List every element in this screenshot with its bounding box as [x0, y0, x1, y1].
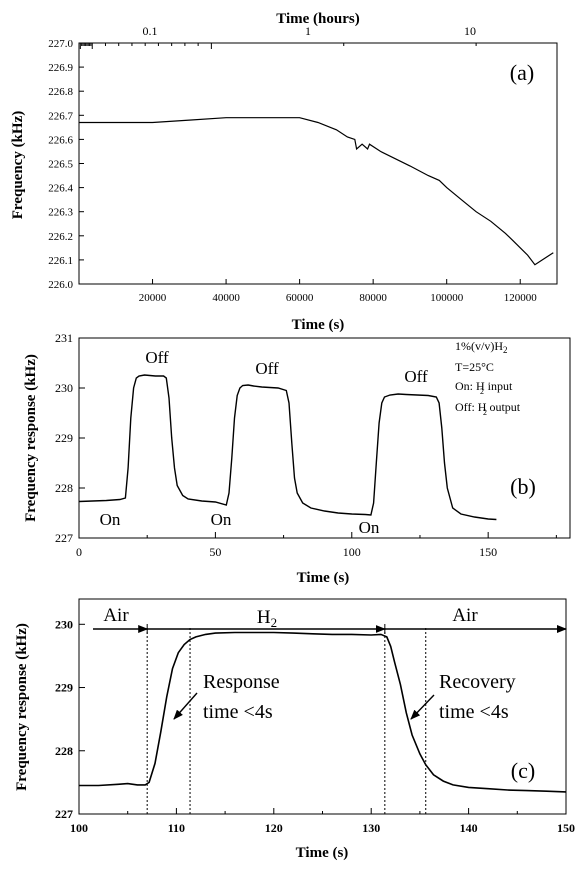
- x-axis-label-c: Time (s): [296, 845, 349, 861]
- x-tick-label-c: 130: [362, 821, 380, 835]
- y-tick-label-a: 226.8: [48, 86, 73, 98]
- x-tick-label-a: 120000: [504, 292, 538, 304]
- y-tick-label-a: 226.1: [48, 255, 73, 267]
- panel-label-a: (a): [510, 60, 534, 85]
- region-label-h2: H: [257, 607, 271, 628]
- svg-text:On: H input: On: H input: [455, 379, 513, 393]
- on-label-3: On: [359, 518, 380, 537]
- y-tick-label-c: 227: [55, 807, 73, 821]
- top-tick-label-10: 10: [464, 24, 476, 38]
- y-tick-label-a: 226.4: [48, 183, 73, 195]
- top-axis-label-a: Time (hours): [276, 11, 359, 27]
- data-line-a: [79, 117, 554, 266]
- x-tick-label-c: 120: [265, 821, 283, 835]
- panel-a: Time (hours) 0.1 1 10 Time (s) Frequency…: [10, 11, 558, 333]
- response-annotation-line-1: Response: [203, 671, 280, 693]
- x-tick-label-a: 20000: [139, 292, 167, 304]
- plot-frame-b: [78, 337, 571, 539]
- x-tick-label-a: 40000: [212, 292, 240, 304]
- off-label-2: Off: [255, 359, 279, 378]
- panel-label-c: (c): [511, 758, 535, 783]
- legend-line-1: 1%(v/v)H: [455, 339, 503, 353]
- y-tick-label-b: 229: [55, 431, 73, 445]
- panel-c: Time (s) Frequency response (kHz) (c) 10…: [14, 598, 575, 861]
- legend-line-2: T=25°C: [455, 360, 494, 374]
- y-tick-label-a: 227.0: [48, 38, 73, 50]
- x-tick-label-b: 100: [343, 545, 361, 559]
- legend-line-3: On: H input: [455, 379, 513, 393]
- y-tick-label-b: 228: [55, 481, 73, 495]
- on-label-1: On: [100, 510, 121, 529]
- legend-sub-off: 2: [483, 408, 487, 417]
- recovery-annotation-line-2: time <4s: [439, 701, 509, 723]
- legend-sub-on: 2: [480, 387, 484, 396]
- region-label-air-2: Air: [452, 605, 478, 626]
- y-tick-label-c: 230: [55, 617, 73, 631]
- svg-text:1%(v/v)H2: 1%(v/v)H2: [455, 339, 508, 355]
- plot-frame-a: [78, 42, 558, 285]
- top-tick-label-1: 1: [305, 24, 311, 38]
- region-h2-subscript: 2: [271, 615, 278, 630]
- y-tick-label-a: 226.0: [48, 279, 73, 291]
- y-tick-label-a: 226.2: [48, 231, 73, 243]
- panel-label-b: (b): [510, 474, 536, 499]
- x-tick-label-c: 110: [168, 821, 185, 835]
- svg-text:Off: H output: Off: H output: [455, 400, 521, 414]
- x-axis-label-a: Time (s): [292, 317, 345, 333]
- off-label-3: Off: [404, 367, 428, 386]
- legend-h2-subscript: 2: [503, 345, 508, 355]
- y-tick-label-b: 230: [55, 381, 73, 395]
- top-tick-label-0.1: 0.1: [143, 24, 158, 38]
- condition-legend: 1%(v/v)H2 T=25°C On: H input Off: H outp…: [455, 339, 521, 417]
- x-tick-label-c: 140: [460, 821, 478, 835]
- recovery-annotation-line-1: Recovery: [439, 671, 516, 693]
- y-axis-label-c: Frequency response (kHz): [14, 623, 30, 791]
- y-tick-label-a: 226.5: [48, 159, 73, 171]
- y-tick-label-c: 229: [55, 681, 73, 695]
- x-tick-label-b: 150: [479, 545, 497, 559]
- response-annotation-line-2: time <4s: [203, 701, 273, 723]
- y-tick-label-a: 226.3: [48, 207, 73, 219]
- region-markers-c: [146, 628, 567, 814]
- y-tick-label-a: 226.7: [48, 110, 73, 122]
- svg-text:H2: H2: [257, 607, 277, 630]
- data-line-c: [79, 631, 567, 793]
- y-tick-label-a: 226.6: [48, 134, 73, 146]
- panel-b: Time (s) Frequency response (kHz) (b) 0 5…: [23, 331, 571, 586]
- on-label-2: On: [211, 510, 232, 529]
- arrows-c: [93, 624, 567, 720]
- x-tick-label-c: 150: [557, 821, 575, 835]
- data-line-b: [78, 374, 497, 521]
- ticks-c: 100 110 120 130 140 150 227 228 229 230: [55, 617, 575, 835]
- ticks-b: 0 50 100 150 227 228 229 230 231: [55, 331, 557, 559]
- y-tick-label-b: 227: [55, 531, 73, 545]
- region-label-air-1: Air: [103, 605, 129, 626]
- x-tick-label-b: 0: [76, 545, 82, 559]
- x-tick-label-a: 100000: [430, 292, 464, 304]
- x-tick-label-c: 100: [70, 821, 88, 835]
- response-arrow: [173, 692, 198, 720]
- x-tick-label-a: 60000: [286, 292, 314, 304]
- x-tick-label-a: 80000: [359, 292, 387, 304]
- y-tick-label-a: 226.9: [48, 62, 73, 74]
- ticks-a: 20000 40000 60000 80000 100000 120000 226.0 226…: [48, 38, 537, 304]
- y-axis-label-a: Frequency (kHz): [10, 111, 26, 219]
- y-axis-label-b: Frequency response (kHz): [23, 354, 39, 522]
- legend-line-4: Off: H output: [455, 400, 521, 414]
- recovery-arrow: [410, 694, 435, 720]
- x-axis-label-b: Time (s): [297, 570, 350, 586]
- off-label-1: Off: [145, 348, 169, 367]
- x-tick-label-b: 50: [209, 545, 221, 559]
- y-tick-label-b: 231: [55, 331, 73, 345]
- y-tick-label-c: 228: [55, 744, 73, 758]
